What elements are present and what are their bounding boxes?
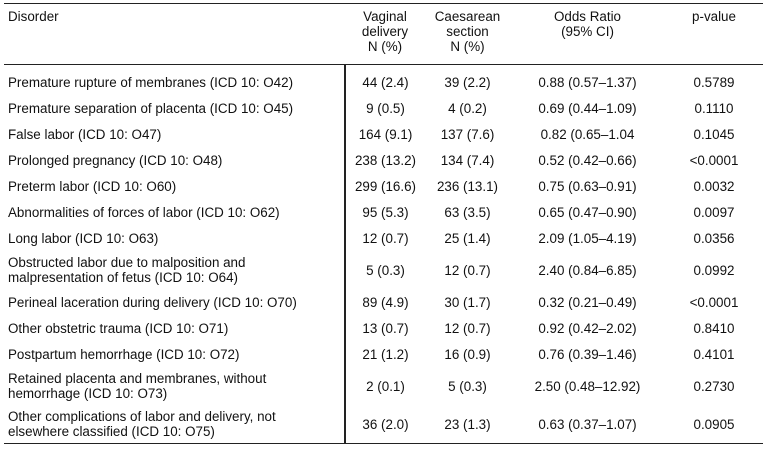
cell-p-value: 0.2730 [693,378,735,394]
table-row: Obstructed labor due to malposition and … [4,251,763,289]
cell-odds-ratio: 0.82 (0.65–1.04 [540,126,635,142]
table-row: Preterm labor (ICD 10: O60) 299 (16.6) 236… [4,173,763,199]
cell-disorder: Premature rupture of membranes (ICD 10: … [4,64,346,95]
cell-p-value: 0.0097 [693,204,735,220]
table-row: Prolonged pregnancy (ICD 10: O48) 238 (13… [4,147,763,173]
header-vaginal-line-3: N (%) [367,39,403,54]
cell-p-value: 0.5789 [693,74,735,90]
cell-caesarean-section: 5 (0.3) [448,378,487,394]
cell-disorder: Premature separation of placenta (ICD 10… [4,95,346,121]
header-disorder: Disorder [4,3,345,65]
cell-caesarean-section: 30 (1.7) [444,294,491,310]
cell-p-value: 0.1045 [693,126,735,142]
cell-odds-ratio: 0.52 (0.42–0.66) [538,152,637,168]
table-row: Postpartum hemorrhage (ICD 10: O72) 21 (1… [4,341,763,367]
cell-disorder: Abnormalities of forces of labor (ICD 10… [4,199,346,225]
cell-caesarean-section: 63 (3.5) [444,204,491,220]
cell-p-value: 0.0356 [693,230,735,246]
table-row: Premature rupture of membranes (ICD 10: … [4,64,763,95]
cell-caesarean-section: 236 (13.1) [436,178,499,194]
cell-caesarean-section: 25 (1.4) [444,230,491,246]
cell-vaginal-delivery: 299 (16.6) [354,178,417,194]
cell-vaginal-delivery: 12 (0.7) [362,230,409,246]
cell-caesarean-section: 39 (2.2) [444,74,491,90]
cell-odds-ratio: 0.76 (0.39–1.46) [538,346,637,362]
cell-odds-ratio: 2.50 (0.48–12.92) [534,378,641,394]
cell-odds-ratio: 0.88 (0.57–1.37) [538,74,637,90]
cell-odds-ratio: 0.75 (0.63–0.91) [538,178,637,194]
cell-odds-ratio: 0.63 (0.37–1.07) [510,405,665,444]
cell-caesarean-section: 12 (0.7) [444,262,491,278]
cell-p-value: 0.0032 [693,178,735,194]
table-row: Other obstetric trauma (ICD 10: O71) 13 (… [4,315,763,341]
cell-caesarean-section: 23 (1.3) [425,405,510,444]
table-row: Abnormalities of forces of labor (ICD 10… [4,199,763,225]
header-vaginal-line-1: Vaginal [363,9,407,24]
cell-odds-ratio: 0.69 (0.44–1.09) [538,100,637,116]
table-row: Long labor (ICD 10: O63) 12 (0.7) 25 (1.4)… [4,225,763,251]
cell-vaginal-delivery: 13 (0.7) [362,320,409,336]
cell-disorder: Retained placenta and membranes, without… [4,367,346,405]
cell-vaginal-delivery: 9 (0.5) [366,100,405,116]
cell-disorder: Obstructed labor due to malposition and … [4,251,346,289]
cell-disorder: Other obstetric trauma (ICD 10: O71) [4,315,346,341]
table-row: Other complications of labor and deliver… [4,405,763,444]
cell-odds-ratio: 2.09 (1.05–4.19) [538,230,637,246]
cell-p-value: 0.8410 [693,320,735,336]
header-vaginal-delivery: Vaginal delivery N (%) [345,3,425,65]
header-caesarean-line-2: section [446,24,489,39]
cell-vaginal-delivery: 21 (1.2) [362,346,409,362]
obstetric-disorders-table: Disorder Vaginal delivery N (%) Caesarea… [4,3,763,444]
table-header: Disorder Vaginal delivery N (%) Caesarea… [4,3,763,65]
cell-disorder: Perineal laceration during delivery (ICD… [4,289,346,315]
cell-caesarean-section: 4 (0.2) [448,100,487,116]
cell-odds-ratio: 0.92 (0.42–2.02) [538,320,637,336]
header-vaginal-line-2: delivery [361,24,409,39]
cell-vaginal-delivery: 44 (2.4) [362,74,409,90]
header-caesarean-section: Caesarean section N (%) [425,3,510,65]
cell-caesarean-section: 137 (7.6) [440,126,495,142]
header-odds-ratio: Odds Ratio (95% CI) [510,3,665,65]
cell-caesarean-section: 12 (0.7) [444,320,491,336]
header-odds-line-2: (95% CI) [561,24,614,39]
cell-disorder: Long labor (ICD 10: O63) [4,225,346,251]
cell-disorder: Other complications of labor and deliver… [4,405,346,444]
cell-vaginal-delivery: 164 (9.1) [358,126,413,142]
table-row: Retained placenta and membranes, without… [4,367,763,405]
header-odds-line-1: Odds Ratio [554,9,621,24]
cell-p-value: 0.4101 [693,346,735,362]
cell-disorder: Preterm labor (ICD 10: O60) [4,173,346,199]
table-row: Perineal laceration during delivery (ICD… [4,289,763,315]
cell-caesarean-section: 134 (7.4) [440,152,495,168]
cell-p-value: <0.0001 [689,294,739,310]
cell-odds-ratio: 0.32 (0.21–0.49) [538,294,637,310]
cell-p-value: <0.0001 [689,152,739,168]
table-row: False labor (ICD 10: O47) 164 (9.1) 137 (7… [4,121,763,147]
table-body: Premature rupture of membranes (ICD 10: … [4,64,763,444]
cell-p-value: 0.1110 [694,100,734,116]
header-p-value: p-value [665,3,763,65]
cell-disorder: Prolonged pregnancy (ICD 10: O48) [4,147,346,173]
cell-vaginal-delivery: 5 (0.3) [366,262,405,278]
cell-odds-ratio: 0.65 (0.47–0.90) [538,204,637,220]
cell-vaginal-delivery: 89 (4.9) [362,294,409,310]
header-caesarean-line-3: N (%) [450,39,485,54]
cell-p-value: 0.0905 [665,405,763,444]
header-row: Disorder Vaginal delivery N (%) Caesarea… [4,3,763,65]
cell-caesarean-section: 16 (0.9) [444,346,491,362]
cell-odds-ratio: 2.40 (0.84–6.85) [538,262,637,278]
cell-disorder: Postpartum hemorrhage (ICD 10: O72) [4,341,346,367]
cell-vaginal-delivery: 2 (0.1) [366,378,405,394]
cell-vaginal-delivery: 238 (13.2) [354,152,417,168]
cell-p-value: 0.0992 [693,262,735,278]
table-row: Premature separation of placenta (ICD 10… [4,95,763,121]
cell-vaginal-delivery: 95 (5.3) [362,204,409,220]
cell-disorder: False labor (ICD 10: O47) [4,121,346,147]
cell-vaginal-delivery: 36 (2.0) [345,405,425,444]
header-caesarean-line-1: Caesarean [434,9,501,24]
